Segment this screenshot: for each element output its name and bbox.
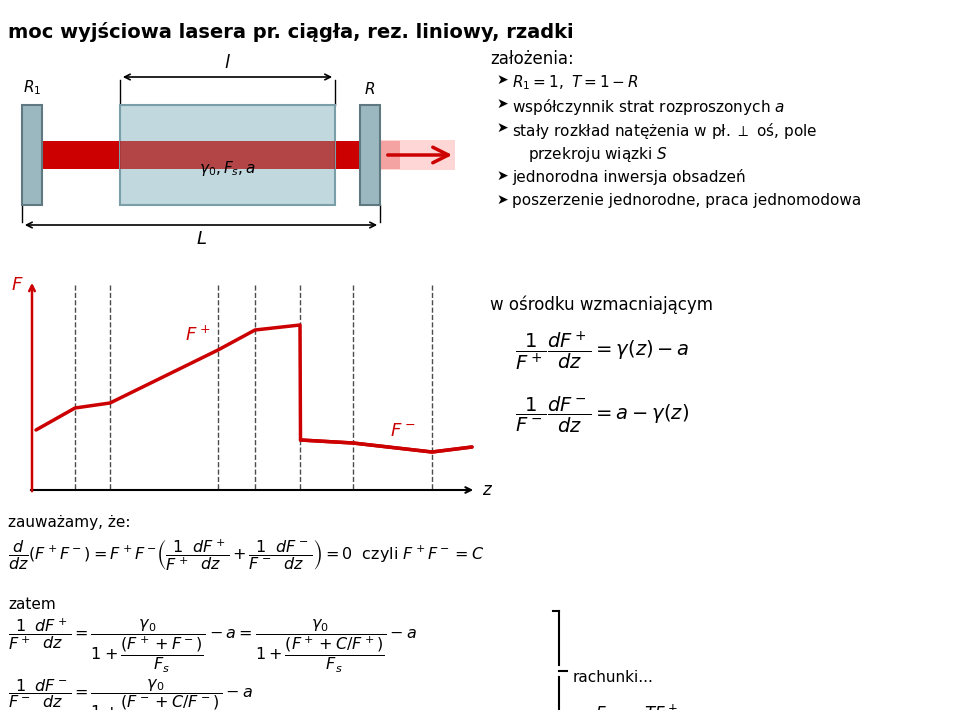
Bar xyxy=(22,141,400,169)
Text: $\dfrac{1}{F^-}\dfrac{dF^-}{dz} = \dfrac{\gamma_0}{1 + \dfrac{(F^- + C/F^-)}{F_s: $\dfrac{1}{F^-}\dfrac{dF^-}{dz} = \dfrac… xyxy=(8,677,252,710)
Text: ➤: ➤ xyxy=(496,193,508,207)
Text: jednorodna inwersja obsadzeń: jednorodna inwersja obsadzeń xyxy=(512,169,746,185)
Text: $R$: $R$ xyxy=(365,81,375,97)
Text: $l$: $l$ xyxy=(224,54,231,72)
Text: $\gamma_0, F_s, a$: $\gamma_0, F_s, a$ xyxy=(199,160,256,178)
Text: zauważamy, że:: zauważamy, że: xyxy=(8,515,131,530)
Bar xyxy=(360,105,380,205)
Bar xyxy=(380,140,455,170)
Text: moc wyjściowa lasera pr. ciągła, rez. liniowy, rzadki: moc wyjściowa lasera pr. ciągła, rez. li… xyxy=(8,22,574,42)
Text: poszerzenie jednorodne, praca jednomodowa: poszerzenie jednorodne, praca jednomodow… xyxy=(512,193,861,208)
Text: stały rozkład natężenia w pł. $\perp$ oś, pole: stały rozkład natężenia w pł. $\perp$ oś… xyxy=(512,121,817,141)
Bar xyxy=(22,105,42,205)
Text: $z$: $z$ xyxy=(482,481,493,499)
Text: w ośrodku wzmacniającym: w ośrodku wzmacniającym xyxy=(490,295,713,314)
Text: $F^-$: $F^-$ xyxy=(390,422,416,440)
Text: ➤: ➤ xyxy=(496,169,508,183)
Text: $F$: $F$ xyxy=(12,276,24,294)
Text: ➤: ➤ xyxy=(496,73,508,87)
Text: zatem: zatem xyxy=(8,597,56,612)
Bar xyxy=(120,105,335,205)
Text: $R_1 = 1,\ T = 1-R$: $R_1 = 1,\ T = 1-R$ xyxy=(512,73,638,92)
Text: ➤: ➤ xyxy=(496,121,508,135)
Text: ➤: ➤ xyxy=(496,97,508,111)
Text: współczynnik strat rozproszonych $a$: współczynnik strat rozproszonych $a$ xyxy=(512,97,785,117)
Text: $\dfrac{d}{dz}(F^+F^-) = F^+F^-\!\left(\dfrac{1}{F^+}\dfrac{dF^+}{dz} + \dfrac{1: $\dfrac{d}{dz}(F^+F^-) = F^+F^-\!\left(\… xyxy=(8,537,485,572)
Text: $R_1$: $R_1$ xyxy=(23,78,41,97)
Text: $L$: $L$ xyxy=(196,230,206,248)
Text: rachunki...: rachunki... xyxy=(573,670,654,684)
Bar xyxy=(120,141,335,169)
Text: przekroju wiązki $S$: przekroju wiązki $S$ xyxy=(528,145,668,164)
Text: $\dfrac{1}{F^-}\dfrac{dF^-}{dz} = a - \gamma(z)$: $\dfrac{1}{F^-}\dfrac{dF^-}{dz} = a - \g… xyxy=(515,395,689,435)
Text: $F^+$: $F^+$ xyxy=(185,326,210,345)
Text: założenia:: założenia: xyxy=(490,50,574,68)
Text: $\dfrac{1}{F^+}\dfrac{dF^+}{dz} = \gamma(z) - a$: $\dfrac{1}{F^+}\dfrac{dF^+}{dz} = \gamma… xyxy=(515,330,689,373)
Text: $F_{out} = TF^+$: $F_{out} = TF^+$ xyxy=(595,703,679,710)
Text: $\dfrac{1}{F^+}\dfrac{dF^+}{dz} = \dfrac{\gamma_0}{1 + \dfrac{(F^+ + F^-)}{F_s}}: $\dfrac{1}{F^+}\dfrac{dF^+}{dz} = \dfrac… xyxy=(8,617,417,675)
